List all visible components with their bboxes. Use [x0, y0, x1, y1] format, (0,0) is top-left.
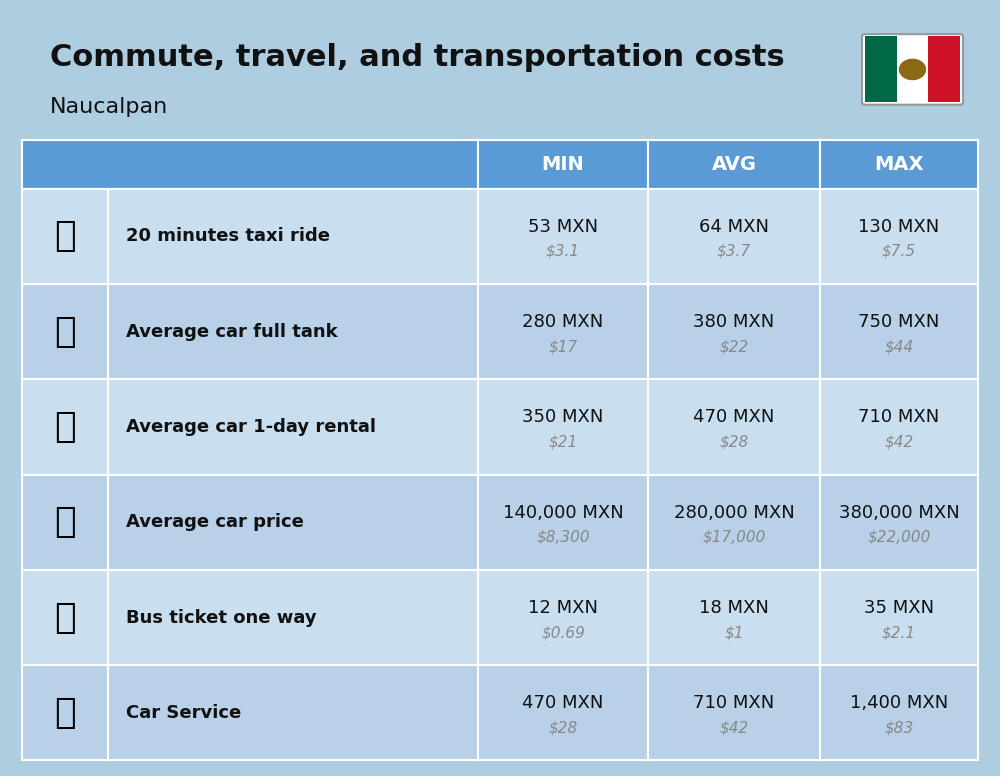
Text: $21: $21	[548, 435, 578, 449]
Text: $17: $17	[548, 339, 578, 355]
Text: Average car full tank: Average car full tank	[126, 323, 338, 341]
Text: 20 minutes taxi ride: 20 minutes taxi ride	[126, 227, 330, 245]
Text: $3.1: $3.1	[546, 244, 580, 259]
Text: 🚗: 🚗	[54, 505, 76, 539]
Text: AVG: AVG	[712, 154, 757, 174]
Text: 140,000 MXN: 140,000 MXN	[503, 504, 623, 521]
Text: 53 MXN: 53 MXN	[528, 218, 598, 236]
Text: Car Service: Car Service	[126, 704, 241, 722]
Text: 750 MXN: 750 MXN	[858, 313, 940, 331]
Text: 12 MXN: 12 MXN	[528, 599, 598, 617]
Text: 🛠: 🛠	[54, 696, 76, 729]
Text: 470 MXN: 470 MXN	[522, 695, 604, 712]
Text: $0.69: $0.69	[541, 625, 585, 640]
Text: 130 MXN: 130 MXN	[858, 218, 940, 236]
Text: $1: $1	[724, 625, 744, 640]
Text: 🚌: 🚌	[54, 601, 76, 635]
Text: 350 MXN: 350 MXN	[522, 408, 604, 426]
Text: 470 MXN: 470 MXN	[693, 408, 775, 426]
Text: Average car 1-day rental: Average car 1-day rental	[126, 417, 376, 436]
Text: 64 MXN: 64 MXN	[699, 218, 769, 236]
Text: MIN: MIN	[542, 154, 584, 174]
Text: Average car price: Average car price	[126, 513, 304, 532]
Text: Bus ticket one way: Bus ticket one way	[126, 608, 317, 626]
Text: $28: $28	[719, 435, 749, 449]
Text: 🚙: 🚙	[54, 410, 76, 444]
Text: $44: $44	[884, 339, 914, 355]
Text: 710 MXN: 710 MXN	[858, 408, 940, 426]
Text: 🚕: 🚕	[54, 220, 76, 253]
Text: 710 MXN: 710 MXN	[693, 695, 775, 712]
Text: ⛽: ⛽	[54, 314, 76, 348]
Text: $22: $22	[719, 339, 749, 355]
Text: $42: $42	[719, 721, 749, 736]
Text: $3.7: $3.7	[717, 244, 751, 259]
Text: 280,000 MXN: 280,000 MXN	[674, 504, 794, 521]
Text: 18 MXN: 18 MXN	[699, 599, 769, 617]
Text: MAX: MAX	[874, 154, 924, 174]
Text: 280 MXN: 280 MXN	[522, 313, 604, 331]
Text: Naucalpan: Naucalpan	[50, 97, 168, 117]
Text: $8,300: $8,300	[536, 530, 590, 545]
Text: $42: $42	[884, 435, 914, 449]
Text: $83: $83	[884, 721, 914, 736]
Text: $17,000: $17,000	[702, 530, 766, 545]
Text: $2.1: $2.1	[882, 625, 916, 640]
Text: $7.5: $7.5	[882, 244, 916, 259]
Text: $22,000: $22,000	[867, 530, 931, 545]
Text: 35 MXN: 35 MXN	[864, 599, 934, 617]
Text: $28: $28	[548, 721, 578, 736]
Text: 1,400 MXN: 1,400 MXN	[850, 695, 948, 712]
Text: 380 MXN: 380 MXN	[693, 313, 775, 331]
Text: 380,000 MXN: 380,000 MXN	[839, 504, 959, 521]
Text: Commute, travel, and transportation costs: Commute, travel, and transportation cost…	[50, 43, 785, 71]
